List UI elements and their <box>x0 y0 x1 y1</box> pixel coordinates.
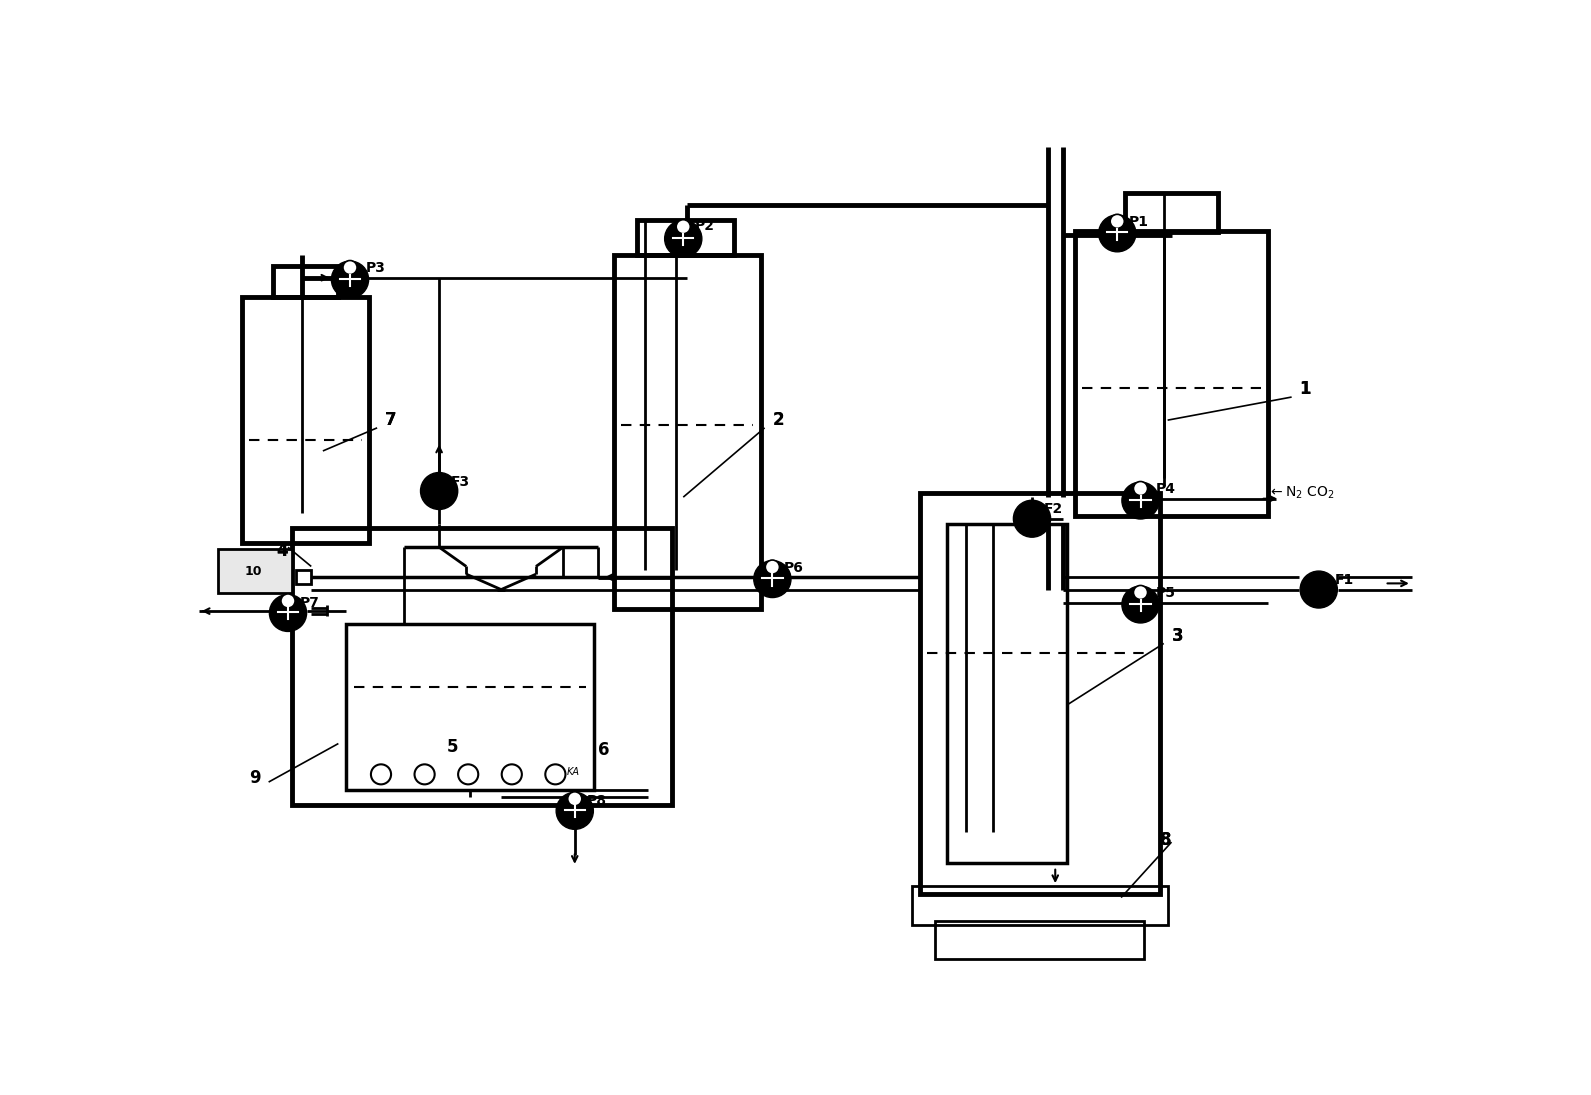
Text: 6: 6 <box>598 740 609 759</box>
Circle shape <box>568 792 582 806</box>
Bar <box>920 494 1160 894</box>
Circle shape <box>344 261 356 275</box>
Text: 2: 2 <box>772 411 784 429</box>
Text: 8: 8 <box>1160 831 1171 849</box>
Text: KA: KA <box>566 766 581 777</box>
Text: 3: 3 <box>1171 626 1184 645</box>
Text: 1: 1 <box>1300 380 1311 399</box>
Circle shape <box>1300 572 1338 608</box>
Bar <box>291 528 671 805</box>
Bar <box>272 266 339 297</box>
Bar <box>242 297 369 543</box>
Bar <box>1074 231 1268 517</box>
Text: 1: 1 <box>1300 380 1311 399</box>
Circle shape <box>1133 482 1147 496</box>
Text: 10: 10 <box>245 565 263 577</box>
Text: 8: 8 <box>1160 831 1171 849</box>
Bar <box>347 624 593 789</box>
Bar <box>912 886 1168 924</box>
Bar <box>296 570 312 584</box>
Circle shape <box>765 560 780 574</box>
Bar <box>636 220 733 255</box>
Text: P4: P4 <box>1157 483 1176 496</box>
Text: $\leftarrow$N$_2$ CO$_2$: $\leftarrow$N$_2$ CO$_2$ <box>1268 485 1335 502</box>
Circle shape <box>676 220 690 233</box>
Text: P7: P7 <box>299 596 320 610</box>
Circle shape <box>1122 586 1160 623</box>
Text: F1: F1 <box>1335 574 1354 587</box>
Circle shape <box>282 593 294 608</box>
Text: 5: 5 <box>447 738 458 757</box>
Circle shape <box>557 793 593 829</box>
Text: F3: F3 <box>450 475 469 488</box>
Circle shape <box>269 595 307 632</box>
Text: F2: F2 <box>1044 503 1063 517</box>
Text: P3: P3 <box>366 261 385 275</box>
Bar <box>1125 193 1219 231</box>
Circle shape <box>331 261 369 298</box>
Circle shape <box>1111 215 1125 229</box>
Text: 7: 7 <box>385 411 396 429</box>
Text: P2: P2 <box>695 219 714 233</box>
Bar <box>218 549 291 593</box>
Text: P8: P8 <box>587 794 606 808</box>
Bar <box>614 255 760 609</box>
Bar <box>947 525 1068 863</box>
Text: P1: P1 <box>1130 216 1149 229</box>
Text: P6: P6 <box>784 561 803 575</box>
Text: 4: 4 <box>277 542 288 560</box>
Text: 4: 4 <box>277 542 288 560</box>
Text: 9: 9 <box>250 769 261 787</box>
Circle shape <box>754 561 791 598</box>
Circle shape <box>665 220 702 257</box>
Circle shape <box>1122 482 1160 519</box>
Text: 7: 7 <box>385 411 396 429</box>
Text: 3: 3 <box>1171 626 1184 645</box>
Circle shape <box>1013 500 1050 538</box>
Circle shape <box>1133 586 1147 599</box>
Circle shape <box>420 473 458 509</box>
Circle shape <box>1099 215 1136 252</box>
Bar <box>936 921 1144 959</box>
Text: 2: 2 <box>772 411 784 429</box>
Text: P5: P5 <box>1157 587 1176 600</box>
